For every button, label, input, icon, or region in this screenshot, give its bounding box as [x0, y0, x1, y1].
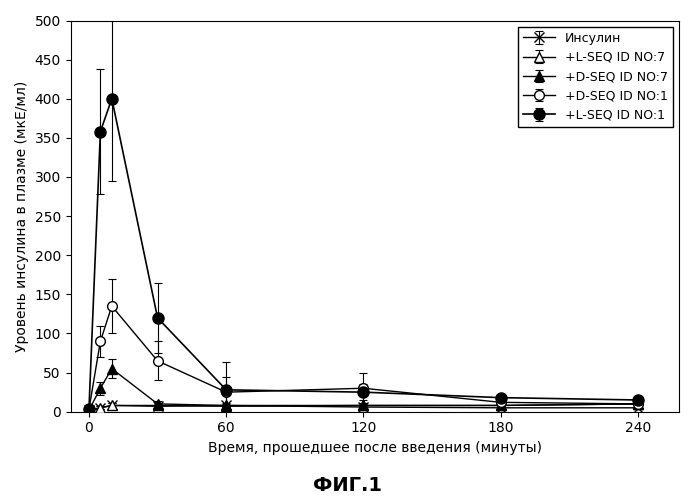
Text: ФИГ.1: ФИГ.1	[312, 476, 382, 495]
X-axis label: Время, прошедшее после введения (минуты): Время, прошедшее после введения (минуты)	[208, 441, 542, 455]
Y-axis label: Уровень инсулина в плазме (мкЕ/мл): Уровень инсулина в плазме (мкЕ/мл)	[15, 80, 29, 351]
Legend: Инсулин, +L-SEQ ID NO:7, +D-SEQ ID NO:7, +D-SEQ ID NO:1, +L-SEQ ID NO:1: Инсулин, +L-SEQ ID NO:7, +D-SEQ ID NO:7,…	[518, 26, 672, 126]
